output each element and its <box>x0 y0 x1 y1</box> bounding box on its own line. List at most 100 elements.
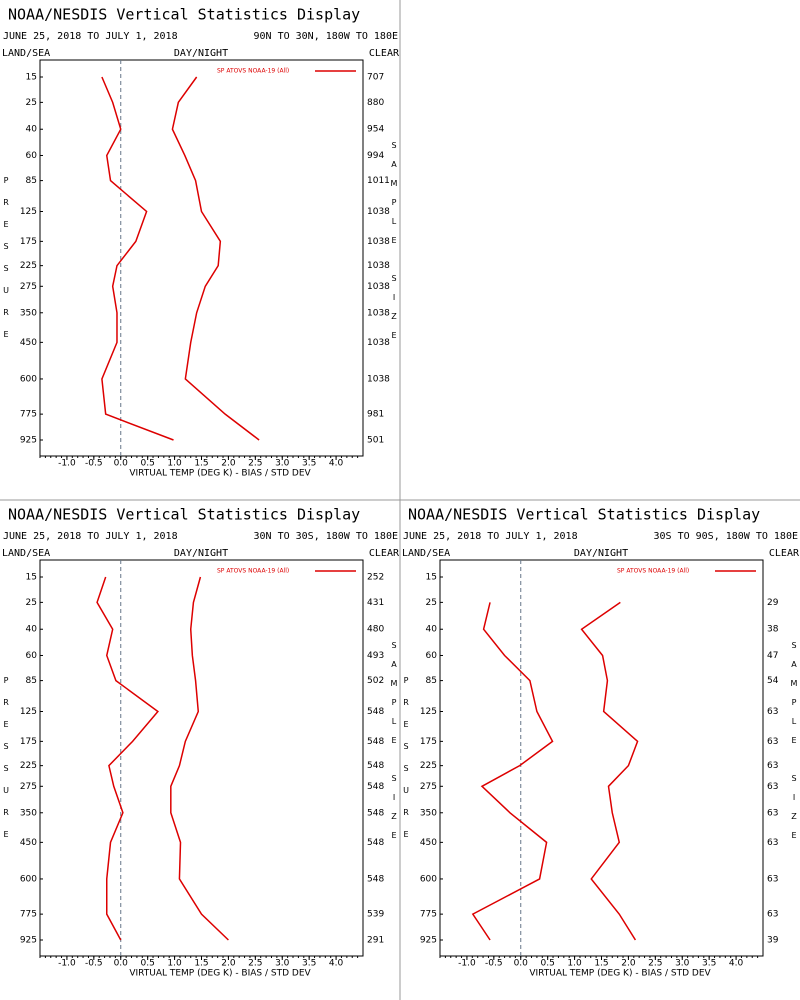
panel: NOAA/NESDIS Vertical Statistics Display J… <box>2 506 400 979</box>
right-label: CLEAR <box>769 548 800 559</box>
x-tick-label: 1.0 <box>167 459 182 469</box>
x-tick-label: 1.0 <box>167 959 182 969</box>
region: 90N TO 30N, 180W TO 180E <box>254 31 399 42</box>
x-tick-label: 1.0 <box>567 959 582 969</box>
sample-size: 548 <box>367 838 384 848</box>
y-tick-label: 925 <box>20 436 37 446</box>
sample-size: 63 <box>767 761 778 771</box>
legend-label: SP ATOVS NOAA-19 (All) <box>217 568 289 575</box>
y-tick-label: 40 <box>26 625 38 635</box>
sample-size: 502 <box>367 676 384 686</box>
y-tick-label: 450 <box>420 838 437 848</box>
left-label: LAND/SEA <box>2 48 50 59</box>
x-tick-label: 3.5 <box>302 459 316 469</box>
std-dev-line <box>580 601 639 941</box>
x-tick-label: 1.5 <box>594 959 608 969</box>
x-tick-label: 2.0 <box>221 959 236 969</box>
left-label: LAND/SEA <box>402 548 450 559</box>
y-tick-label: 450 <box>20 338 37 348</box>
y-tick-label: 275 <box>20 782 37 792</box>
center-label: DAY/NIGHT <box>174 48 228 59</box>
y-tick-label: 775 <box>20 410 37 420</box>
x-tick-label: -1.0 <box>458 959 476 969</box>
sample-size: 39 <box>767 936 779 946</box>
y-tick-label: 775 <box>420 910 437 920</box>
title: NOAA/NESDIS Vertical Statistics Display <box>8 506 360 524</box>
std-dev-line <box>170 576 229 941</box>
y-tick-label: 275 <box>420 782 437 792</box>
y-tick-label: 600 <box>20 374 37 384</box>
panel: NOAA/NESDIS Vertical Statistics Display J… <box>2 6 400 479</box>
y-tick-label: 225 <box>420 761 437 771</box>
sample-size: 1038 <box>367 374 390 384</box>
sample-size: 1038 <box>367 261 390 271</box>
y-axis-label: PRESSURE <box>402 676 411 852</box>
sample-size: 548 <box>367 874 384 884</box>
title: NOAA/NESDIS Vertical Statistics Display <box>8 6 360 24</box>
y2-axis-label: SAMPLE SIZE <box>390 641 399 850</box>
y-tick-label: 85 <box>26 176 37 186</box>
y-tick-label: 85 <box>26 676 37 686</box>
y-tick-label: 600 <box>420 874 437 884</box>
x-tick-label: 0.0 <box>514 959 529 969</box>
y-tick-label: 40 <box>26 125 38 135</box>
subtitle: JUNE 25, 2018 TO JULY 1, 2018 <box>3 531 178 542</box>
y-tick-label: 15 <box>26 73 37 83</box>
x-tick-label: 0.5 <box>141 959 155 969</box>
bias-line <box>96 576 159 941</box>
sample-size: 54 <box>767 676 779 686</box>
y-tick-label: 15 <box>26 573 37 583</box>
x-tick-label: 3.0 <box>275 459 290 469</box>
y-tick-label: 175 <box>20 237 37 247</box>
y-tick-label: 925 <box>20 936 37 946</box>
y-tick-label: 25 <box>426 598 437 608</box>
x-tick-label: 2.0 <box>621 959 636 969</box>
y-tick-label: 175 <box>420 737 437 747</box>
y-tick-label: 600 <box>20 874 37 884</box>
region: 30N TO 30S, 180W TO 180E <box>254 531 399 542</box>
sample-size: 880 <box>367 98 384 108</box>
sample-size: 63 <box>767 910 778 920</box>
sample-size: 501 <box>367 436 384 446</box>
subtitle: JUNE 25, 2018 TO JULY 1, 2018 <box>3 31 178 42</box>
sample-size: 431 <box>367 598 384 608</box>
y-tick-label: 60 <box>26 151 38 161</box>
y2-axis-label: SAMPLE SIZE <box>390 141 399 350</box>
sample-size: 1038 <box>367 338 390 348</box>
y-axis-label: PRESSURE <box>2 676 11 852</box>
x-axis-label: VIRTUAL TEMP (DEG K) - BIAS / STD DEV <box>129 469 311 479</box>
x-tick-label: 4.0 <box>329 459 344 469</box>
sample-size: 47 <box>767 651 778 661</box>
y-tick-label: 925 <box>420 936 437 946</box>
bias-line <box>101 76 174 441</box>
sample-size: 1011 <box>367 176 390 186</box>
x-tick-label: 3.5 <box>702 959 716 969</box>
sample-size: 1038 <box>367 282 390 292</box>
sample-size: 548 <box>367 737 384 747</box>
sample-size: 1038 <box>367 207 390 217</box>
y-tick-label: 125 <box>20 207 37 217</box>
x-tick-label: 2.5 <box>248 459 262 469</box>
sample-size: 252 <box>367 573 384 583</box>
x-tick-label: 3.0 <box>675 959 690 969</box>
sample-size: 548 <box>367 761 384 771</box>
y-tick-label: 15 <box>426 573 437 583</box>
y-tick-label: 350 <box>420 808 437 818</box>
x-tick-label: 1.5 <box>194 959 208 969</box>
region: 30S TO 90S, 180W TO 180E <box>654 531 799 542</box>
x-tick-label: 4.0 <box>729 959 744 969</box>
plot-frame <box>39 559 364 957</box>
sample-size: 707 <box>367 73 384 83</box>
y-tick-label: 25 <box>26 598 37 608</box>
sample-size: 38 <box>767 625 779 635</box>
x-tick-label: 4.0 <box>329 959 344 969</box>
sample-size: 548 <box>367 707 384 717</box>
sample-size: 480 <box>367 625 384 635</box>
y-tick-label: 225 <box>20 761 37 771</box>
sample-size: 63 <box>767 707 778 717</box>
sample-size: 63 <box>767 874 778 884</box>
sample-size: 954 <box>367 125 384 135</box>
y-tick-label: 25 <box>26 98 37 108</box>
y-tick-label: 40 <box>426 625 438 635</box>
x-tick-label: -0.5 <box>85 959 103 969</box>
